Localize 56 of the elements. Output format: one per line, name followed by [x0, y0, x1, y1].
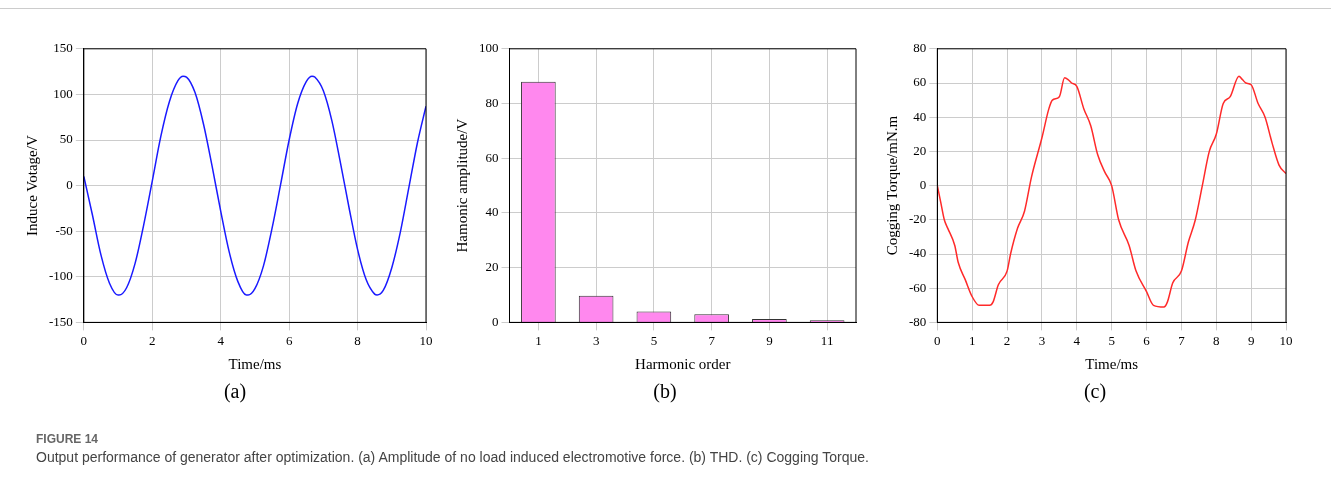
- x-tick-label: 1: [968, 332, 976, 348]
- x-tick-label: 0: [80, 332, 88, 348]
- y-tick-label: 0: [492, 313, 499, 329]
- y-tick-label: 60: [913, 74, 927, 90]
- text: (b): [652, 380, 678, 403]
- y-tick-label: 80: [913, 40, 927, 56]
- y-tick-label: -50: [55, 222, 73, 238]
- x-tick-label: 3: [592, 332, 600, 348]
- x-tick-label: 8: [354, 332, 361, 348]
- x-tick-label: 10: [1279, 332, 1293, 348]
- y-tick-label: 150: [53, 40, 73, 56]
- y-tick-label: 40: [485, 204, 499, 220]
- y-tick-label: -150: [48, 313, 73, 329]
- y-axis-title: Cogging Torque/mN.m: [883, 115, 900, 256]
- y-tick-label: -100: [48, 268, 73, 284]
- x-tick-label: 7: [1178, 332, 1186, 348]
- x-tick-label: 7: [708, 332, 716, 348]
- x-tick-label: 5: [650, 332, 658, 348]
- text: (c): [1082, 380, 1108, 403]
- y-tick-label: 0: [919, 177, 927, 193]
- text: (a): [222, 380, 248, 403]
- x-tick-label: 0: [934, 332, 941, 348]
- y-tick-label: -40: [908, 245, 927, 261]
- y-tick-label: -20: [908, 211, 927, 227]
- y-tick-label: 50: [59, 131, 73, 147]
- x-tick-label: 11: [820, 332, 834, 348]
- y-tick-label: 40: [913, 108, 927, 124]
- y-tick-label: 20: [485, 259, 499, 275]
- y-tick-label: -80: [908, 313, 927, 329]
- x-tick-label: 4: [217, 332, 225, 348]
- y-tick-label: 0: [66, 177, 73, 193]
- x-axis-title: Time/ms: [228, 355, 282, 372]
- y-tick-label: 100: [479, 40, 499, 56]
- y-tick-label: 80: [485, 94, 499, 110]
- x-axis-title: Harmonic order: [635, 355, 731, 372]
- y-axis-title: Hamonic amplitude/V: [453, 118, 470, 253]
- x-tick-label: 5: [1108, 332, 1115, 348]
- x-tick-label: 6: [1143, 332, 1151, 348]
- x-tick-label: 2: [1003, 332, 1011, 348]
- x-tick-label: 2: [149, 332, 156, 348]
- x-axis-title: Time/ms: [1085, 355, 1139, 372]
- x-tick-label: 8: [1213, 332, 1220, 348]
- x-tick-label: 4: [1073, 332, 1081, 348]
- x-tick-label: 9: [766, 332, 773, 348]
- y-tick-label: -60: [908, 279, 927, 295]
- y-axis-title: Induce Votage/V: [23, 135, 40, 236]
- x-tick-label: 6: [285, 332, 293, 348]
- x-tick-label: 9: [1247, 332, 1255, 348]
- text: Output performance of generator after optimization. (a) Amplitude of no load induced electromotive force. (b) THD. (c) Cogging Torque.: [36, 449, 869, 465]
- y-tick-label: 100: [53, 85, 73, 101]
- x-tick-label: 3: [1038, 332, 1046, 348]
- y-tick-label: 60: [485, 149, 499, 165]
- x-tick-label: 10: [419, 332, 433, 348]
- x-tick-label: 1: [535, 332, 542, 348]
- y-tick-label: 20: [913, 142, 927, 158]
- text: FIGURE 14: [36, 432, 99, 446]
